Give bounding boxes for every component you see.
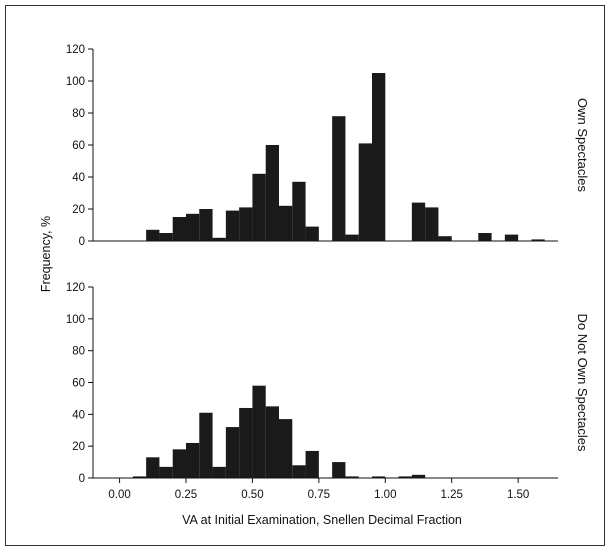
bar-panel1-6 bbox=[225, 210, 240, 241]
bar-panel1-17 bbox=[411, 202, 426, 241]
x-tick-label: 0.25 bbox=[175, 489, 197, 501]
y-tick-label: 60 bbox=[72, 140, 85, 152]
bar-panel1-9 bbox=[265, 145, 279, 241]
bar-panel2-16 bbox=[372, 476, 386, 478]
panel-label: Own Spectacles bbox=[575, 98, 590, 192]
bar-panel1-19 bbox=[438, 236, 452, 241]
bar-panel1-2 bbox=[172, 217, 186, 241]
bar-panel1-0 bbox=[146, 229, 160, 241]
bar-panel1-1 bbox=[159, 233, 173, 241]
bar-panel1-14 bbox=[345, 234, 359, 241]
bar-panel1-5 bbox=[212, 237, 226, 241]
bar-panel1-10 bbox=[279, 205, 293, 241]
bar-panel2-3 bbox=[172, 449, 186, 478]
bar-panel2-6 bbox=[212, 466, 226, 478]
y-tick-label: 20 bbox=[72, 204, 85, 216]
bar-panel2-17 bbox=[398, 476, 412, 478]
bar-panel2-18 bbox=[411, 474, 426, 478]
y-axis-label: Frequency, % bbox=[39, 216, 53, 292]
bar-panel2-10 bbox=[265, 406, 279, 479]
x-tick-label: 0.00 bbox=[108, 489, 130, 501]
y-tick-label: 60 bbox=[72, 378, 85, 390]
bar-panel2-5 bbox=[199, 412, 213, 478]
x-tick-label: 0.50 bbox=[241, 489, 263, 501]
x-tick-label: 0.75 bbox=[308, 489, 330, 501]
y-tick-label: 80 bbox=[72, 346, 85, 358]
y-tick-label: 0 bbox=[79, 236, 85, 248]
bar-panel2-12 bbox=[292, 465, 306, 478]
bar-panel1-18 bbox=[425, 207, 439, 241]
y-tick-label: 120 bbox=[66, 44, 85, 56]
bar-panel1-13 bbox=[332, 116, 346, 241]
bar-panel2-4 bbox=[186, 442, 200, 478]
bar-panel2-8 bbox=[239, 407, 253, 478]
y-tick-label: 100 bbox=[66, 76, 85, 88]
bar-panel2-14 bbox=[332, 462, 346, 478]
bar-panel1-15 bbox=[358, 143, 372, 241]
x-axis-label: VA at Initial Examination, Snellen Decim… bbox=[182, 513, 462, 527]
bar-panel1-16 bbox=[372, 73, 386, 241]
figure-frame bbox=[5, 5, 605, 546]
bar-panel2-7 bbox=[225, 427, 240, 478]
bar-panel2-0 bbox=[132, 476, 147, 478]
y-tick-label: 40 bbox=[72, 409, 85, 421]
bar-panel1-22 bbox=[531, 239, 545, 241]
panel-1: 0 20 40 60 80 100 120 Own Spectacles bbox=[66, 44, 590, 248]
bar-panel2-15 bbox=[345, 476, 359, 478]
panel-2: 0 20 40 60 80 100 120 0.00 0.25 0.50 0.75 1.00 1.25 1… bbox=[66, 282, 590, 501]
bar-panel1-4 bbox=[199, 209, 213, 241]
bar-panel1-12 bbox=[305, 226, 319, 241]
y-tick-label: 0 bbox=[79, 473, 85, 485]
y-tick-label: 80 bbox=[72, 108, 85, 120]
bar-panel1-7 bbox=[239, 207, 253, 241]
bar-panel2-1 bbox=[146, 457, 160, 478]
bar-panel1-21 bbox=[504, 234, 519, 241]
bar-panel2-9 bbox=[252, 385, 266, 478]
bar-panel1-8 bbox=[252, 173, 266, 241]
panel-label: Do Not Own Spectacles bbox=[575, 313, 590, 452]
bar-panel1-3 bbox=[186, 213, 200, 241]
x-tick-label: 1.00 bbox=[374, 489, 396, 501]
bar-panel2-11 bbox=[279, 419, 293, 478]
bar-panel2-13 bbox=[305, 450, 319, 478]
y-tick-label: 20 bbox=[72, 441, 85, 453]
bar-panel1-20 bbox=[478, 233, 492, 241]
y-tick-label: 40 bbox=[72, 172, 85, 184]
x-tick-label: 1.25 bbox=[441, 489, 463, 501]
bar-panel1-11 bbox=[292, 181, 306, 241]
x-tick-label: 1.50 bbox=[507, 489, 529, 501]
bar-panel2-2 bbox=[159, 466, 173, 478]
y-tick-label: 100 bbox=[66, 314, 85, 326]
y-tick-label: 120 bbox=[66, 282, 85, 294]
